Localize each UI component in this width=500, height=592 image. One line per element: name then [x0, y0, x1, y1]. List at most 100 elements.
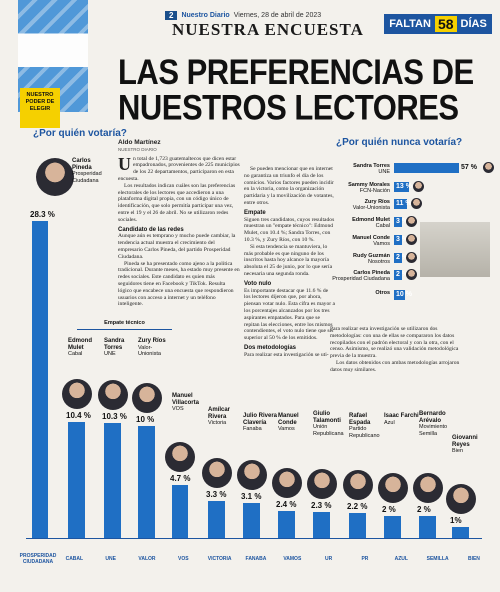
- bar-9: [313, 512, 330, 538]
- never-label-5: 3 %: [396, 236, 409, 243]
- bar-1: [32, 221, 48, 538]
- never-party-2: FCN-Nación: [359, 188, 390, 194]
- chart-baseline: [26, 538, 482, 539]
- bar-label-8: 2.4 %: [276, 500, 297, 510]
- bar-label-7: 3.1 %: [241, 492, 262, 502]
- party-logo-text-9: UR: [325, 556, 333, 562]
- candidate-name-2: Edmond Mulet Cabal: [68, 338, 104, 358]
- paragraph-5: Se pueden mencionar que en internet no g…: [244, 166, 334, 206]
- candidate-name-8: Manuel Conde Vamos: [278, 413, 314, 433]
- headline: LAS PREFERENCIAS DE NUESTROS LECTORES: [118, 51, 474, 128]
- subheading-4: Dos metodologías: [244, 344, 297, 351]
- candidate-party-11: Azul: [384, 419, 395, 426]
- never-face-2: [412, 181, 424, 192]
- section-title: NUESTRA ENCUESTA: [172, 20, 364, 39]
- never-party-3: Valor-Unionista: [352, 205, 390, 211]
- never-bar-8: [394, 290, 406, 300]
- candidate-photo-12: [412, 472, 443, 503]
- candidate-photo-1: [36, 158, 74, 196]
- party-logo-text-11: AZUL: [394, 556, 408, 562]
- never-label-6: 2 %: [396, 254, 409, 261]
- bar-label-2: 10.4 %: [66, 410, 91, 420]
- party-logo-11: AZUL: [389, 547, 413, 571]
- paragraph-9-start: Para realizar esta investigación se uti-: [244, 351, 329, 358]
- never-bar-7: [394, 270, 402, 280]
- candidate-party-8: Vamos: [278, 426, 295, 432]
- party-logo-4: VALOR: [135, 547, 159, 571]
- candidate-photo-4: [131, 383, 162, 413]
- candidate-name-13: Giovanni Reyes Bien: [452, 435, 488, 455]
- bar-13: [452, 526, 469, 538]
- subheading-2: Empate: [244, 209, 266, 216]
- party-logo-text-1: PROSPERIDAD CIUDADANA: [19, 553, 57, 565]
- brand-logo: NUESTRO PODER DE ELEGIR: [20, 88, 60, 128]
- date: Viernes, 28 de abril de 2023: [233, 11, 322, 19]
- paragraph-10: Los datos obtenidos con ambas metodologí…: [330, 359, 460, 373]
- candidate-photo-9: [306, 469, 337, 500]
- candidate-party-10: Partido Republicano: [349, 426, 380, 439]
- empate-label: Empate técnico: [77, 320, 172, 330]
- candidate-name-4: Zury Ríos Valor-Unionista: [138, 338, 174, 358]
- never-label-1: 57 %: [460, 164, 477, 171]
- bar-11: [384, 515, 401, 538]
- candidate-name-3: Sandra Torres UNE: [104, 338, 140, 358]
- candidate-party-9: Unión Republicana: [313, 424, 344, 437]
- candidate-photo-2: [61, 378, 92, 409]
- candidate-party-6: Victoria: [208, 420, 227, 426]
- party-logo-13: BIEN: [462, 547, 486, 571]
- party-logo-text-13: BIEN: [467, 556, 480, 562]
- bar-7: [243, 503, 260, 538]
- party-logo-6: VICTORIA: [208, 547, 232, 571]
- candidate-name-12: Bernardo Arévalo Movimiento Semilla: [419, 411, 455, 437]
- countdown-days: 58: [434, 16, 457, 32]
- candidate-name-1: Carlos Pineda Prosperidad Ciudadana: [72, 158, 108, 184]
- candidate-name-7: Julio Rivera Clavería Fanaba: [243, 413, 278, 432]
- vote-question: ¿Por quién votaría?: [33, 128, 127, 139]
- author-role: NUESTRO DIARIO: [118, 146, 157, 152]
- candidate-photo-5: [165, 442, 195, 473]
- party-logo-text-4: VALOR: [138, 556, 156, 562]
- never-name-2: Sammy Morales FCN-Nación: [330, 182, 390, 194]
- party-logo-5: VOS: [171, 547, 195, 571]
- never-bar-4: [394, 217, 402, 227]
- paragraph-2: Los resultados indican cuáles son las pr…: [118, 182, 236, 223]
- candidate-party-3: UNE: [104, 351, 116, 357]
- candidate-photo-10: [342, 470, 373, 501]
- party-logo-text-10: PR: [361, 556, 369, 562]
- candidate-photo-13: [445, 483, 476, 514]
- party-logo-text-8: VAMOS: [283, 556, 302, 562]
- candidate-party-5: VOS: [172, 406, 184, 412]
- bar-label-12: 2 %: [417, 504, 431, 514]
- article-column-3: Para realizar esta investigación se util…: [330, 326, 466, 374]
- paragraph-6: Siguen tres candidatos, cuyos resultados…: [244, 216, 335, 243]
- candidate-name-10: Rafael Espada Partido Republicano: [349, 413, 385, 439]
- bar-3: [104, 422, 121, 538]
- candidate-name-5: Manuel Villacorta VOS: [172, 393, 208, 413]
- never-name-4: Edmond Mulet Cabal: [330, 217, 390, 229]
- never-face-6: [406, 252, 417, 263]
- paragraph-7: Si esta tendencia se mantuviera, lo más …: [244, 243, 333, 277]
- never-label-7: 2 %: [396, 271, 409, 278]
- never-label-4: 3 %: [396, 218, 409, 225]
- party-logo-text-7: FANABA: [245, 556, 267, 562]
- drop-cap: U: [118, 153, 131, 174]
- countdown-label: FALTAN: [389, 18, 431, 30]
- candidate-photo-11: [377, 472, 408, 503]
- party-logo-text-12: SEMILLA: [426, 556, 449, 562]
- candidate-name-9: Giulio Talamonti Unión Republicana: [313, 411, 349, 437]
- candidate-party-1: Prosperidad Ciudadana: [72, 171, 102, 184]
- never-label-8: 10 %: [396, 291, 412, 298]
- never-bar-6: [394, 253, 402, 263]
- candidate-photo-8: [271, 468, 302, 499]
- party-logo-3: UNE: [99, 547, 123, 571]
- header-meta: 2 Nuestro Diario Viernes, 28 de abril de…: [165, 8, 335, 22]
- never-label-3: 11 %: [396, 200, 412, 207]
- never-party-1: UNE: [378, 169, 390, 175]
- candidate-party-4: Valor-Unionista: [138, 344, 161, 358]
- never-face-3: [410, 198, 422, 209]
- never-party-5: Vamos: [373, 241, 390, 247]
- candidate-photo-6: [201, 458, 232, 489]
- never-name-1: Sandra Torres UNE: [330, 163, 390, 175]
